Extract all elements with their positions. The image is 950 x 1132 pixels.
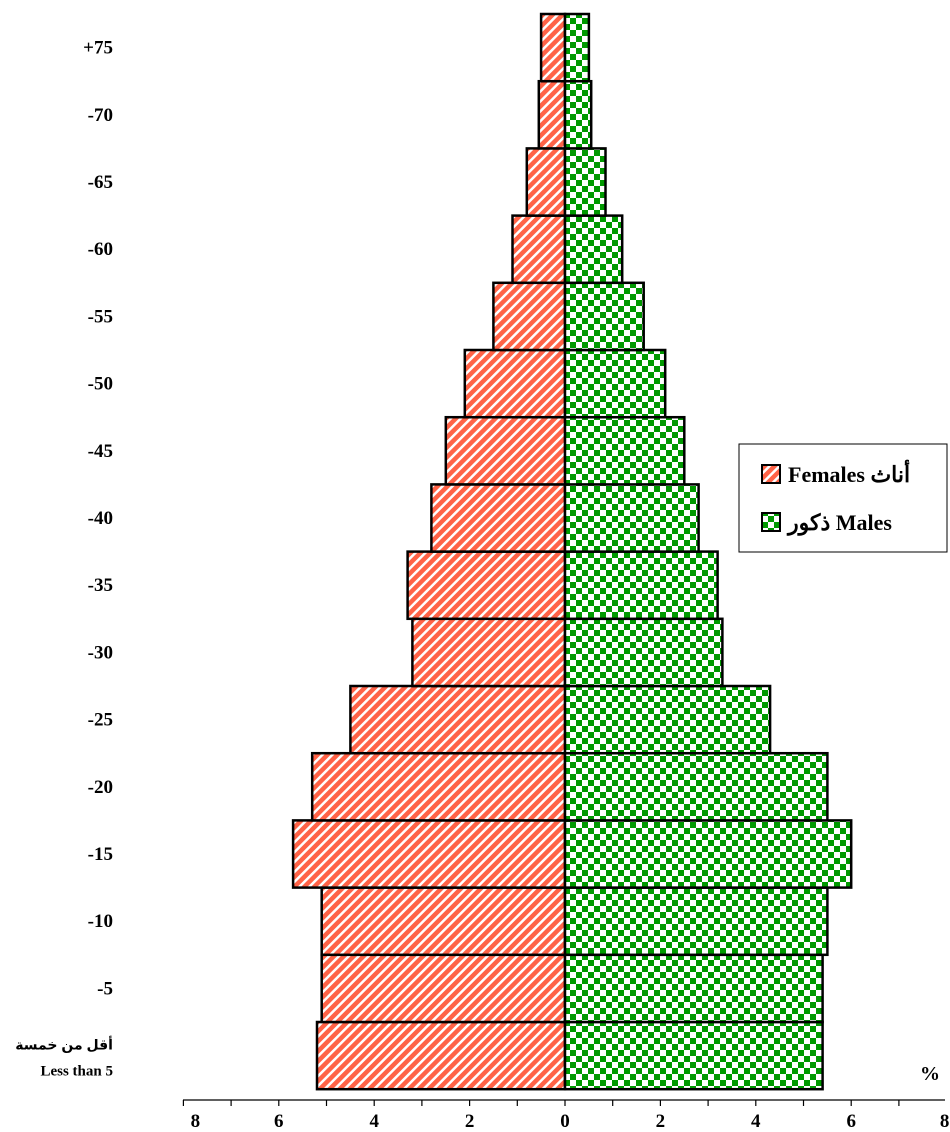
- age-label: -30: [88, 642, 113, 663]
- legend: Females أناث ذكور Males: [739, 444, 947, 552]
- bar-males-15: [565, 14, 589, 81]
- bar-males-8: [565, 484, 699, 551]
- x-tick-label: 8: [940, 1111, 950, 1132]
- legend-label-males: ذكور Males: [786, 510, 892, 536]
- bar-females-6: [412, 619, 565, 686]
- age-axis-labels: أقل من خمسة Less than 5 -5 -10 -15 -20 -25 -30 -…: [15, 38, 113, 1080]
- bar-females-5: [350, 686, 565, 753]
- age-label: -35: [88, 575, 113, 596]
- bar-males-13: [565, 148, 606, 215]
- age-label: -5: [97, 978, 113, 999]
- bar-females-13: [527, 148, 565, 215]
- bar-females-7: [408, 552, 565, 619]
- bar-females-8: [431, 484, 565, 551]
- age-label: +75: [83, 38, 113, 59]
- age-label-arabic: أقل من خمسة: [15, 1036, 113, 1054]
- bar-females-9: [446, 417, 565, 484]
- bar-females-3: [293, 820, 565, 887]
- age-label: -20: [88, 777, 113, 798]
- bar-males-2: [565, 888, 827, 955]
- bar-males-12: [565, 216, 622, 283]
- bar-males-7: [565, 552, 718, 619]
- age-label: -70: [88, 105, 113, 126]
- legend-swatch-females: [762, 465, 780, 483]
- bar-females-14: [539, 81, 565, 148]
- age-label: -10: [88, 911, 113, 932]
- bar-males-11: [565, 283, 644, 350]
- bar-males-1: [565, 955, 823, 1022]
- legend-swatch-males: [762, 513, 780, 531]
- legend-label-females: Females أناث: [788, 459, 910, 487]
- x-tick-label: 2: [656, 1111, 666, 1132]
- bar-males-14: [565, 81, 591, 148]
- bar-females-11: [493, 283, 565, 350]
- x-tick-label: 4: [751, 1111, 761, 1132]
- x-tick-label: 8: [191, 1111, 201, 1132]
- bar-females-10: [465, 350, 565, 417]
- legend-box: [739, 444, 947, 552]
- age-label: -55: [88, 306, 113, 327]
- bar-females-1: [322, 955, 565, 1022]
- x-tick-label: 6: [846, 1111, 856, 1132]
- age-label: Less than 5: [40, 1064, 113, 1080]
- bar-females-2: [322, 888, 565, 955]
- bar-males-6: [565, 619, 722, 686]
- bar-females-15: [541, 14, 565, 81]
- x-tick-label: 4: [369, 1111, 379, 1132]
- age-label: -50: [88, 374, 113, 395]
- age-label: -25: [88, 710, 113, 731]
- bar-males-10: [565, 350, 665, 417]
- age-label: -15: [88, 844, 113, 865]
- age-label: -45: [88, 441, 113, 462]
- age-label: -65: [88, 172, 113, 193]
- bar-males-3: [565, 820, 851, 887]
- bar-females-12: [513, 216, 566, 283]
- x-tick-label: 2: [465, 1111, 475, 1132]
- bar-males-0: [565, 1022, 823, 1089]
- age-label: -60: [88, 239, 113, 260]
- bar-females-0: [317, 1022, 565, 1089]
- age-label: -40: [88, 508, 113, 529]
- bar-males-5: [565, 686, 770, 753]
- x-tick-label: 0: [560, 1111, 570, 1132]
- bar-males-4: [565, 753, 827, 820]
- x-tick-label: 6: [274, 1111, 284, 1132]
- x-unit-label: %: [920, 1063, 940, 1085]
- bar-females-4: [312, 753, 565, 820]
- bar-males-9: [565, 417, 684, 484]
- x-axis: 8 6 4 2 0 2 4 6 8: [183, 1100, 949, 1132]
